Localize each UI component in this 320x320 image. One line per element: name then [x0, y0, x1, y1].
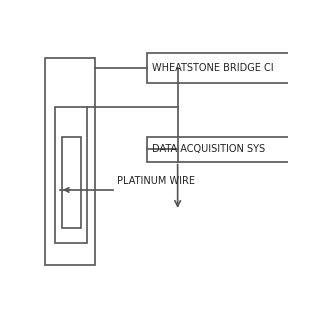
- Bar: [147, 53, 295, 83]
- Text: WHEATSTONE BRIDGE CI: WHEATSTONE BRIDGE CI: [152, 63, 273, 73]
- Text: PLATINUM WIRE: PLATINUM WIRE: [117, 176, 195, 186]
- Text: DATA ACQUISITION SYS: DATA ACQUISITION SYS: [152, 144, 265, 154]
- Bar: [147, 137, 295, 162]
- Bar: [45, 58, 95, 265]
- Bar: [55, 108, 87, 243]
- Bar: [62, 137, 81, 228]
